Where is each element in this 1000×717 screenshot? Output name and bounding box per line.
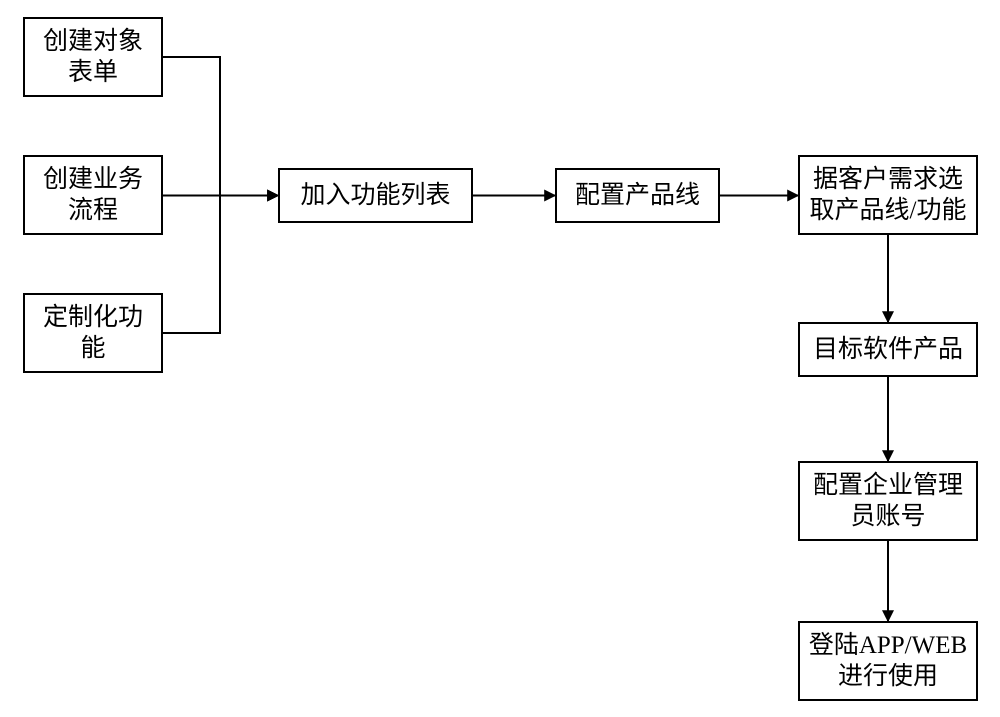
flowchart-node-label: 登陆APP/WEB进行使用 (800, 630, 976, 693)
flowchart-node-label: 配置产品线 (557, 180, 718, 211)
flowchart-node-label: 定制化功能 (25, 302, 161, 365)
flowchart-node-n7: 目标软件产品 (798, 322, 978, 377)
flowchart-node-label: 配置企业管理员账号 (800, 470, 976, 533)
flowchart-node-label: 加入功能列表 (280, 180, 471, 211)
flowchart-edge-n3-n4 (163, 196, 278, 334)
flowchart-node-label: 创建对象表单 (25, 26, 161, 89)
flowchart-node-n5: 配置产品线 (555, 168, 720, 223)
flowchart-node-n1: 创建对象表单 (23, 17, 163, 97)
flowchart-edge-n1-n4 (163, 57, 278, 196)
flowchart-node-n6: 据客户需求选取产品线/功能 (798, 155, 978, 235)
flowchart-canvas: 创建对象表单创建业务流程定制化功能 加入功能列表 配置产品线 据客户需求选取产品线/功… (0, 0, 1000, 717)
flowchart-node-n8: 配置企业管理员账号 (798, 461, 978, 541)
flowchart-node-n9: 登陆APP/WEB进行使用 (798, 621, 978, 701)
flowchart-node-label: 创建业务流程 (25, 164, 161, 227)
flowchart-node-label: 目标软件产品 (800, 334, 976, 365)
flowchart-node-n3: 定制化功能 (23, 293, 163, 373)
flowchart-node-n2: 创建业务流程 (23, 155, 163, 235)
flowchart-node-label: 据客户需求选取产品线/功能 (800, 164, 976, 227)
flowchart-node-n4: 加入功能列表 (278, 168, 473, 223)
